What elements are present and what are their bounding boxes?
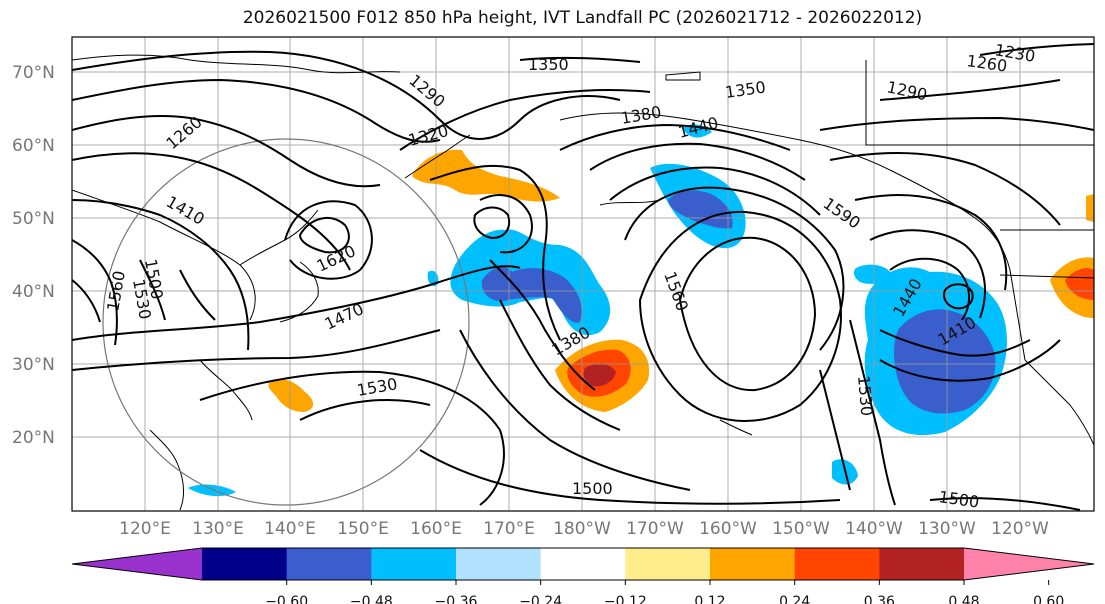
lon-label: 130°E [192,519,244,539]
colorbar-segment [371,548,457,580]
shade-positive-8 [1086,194,1094,222]
lon-label: 160°E [410,519,462,539]
colorbar-segment [625,548,711,580]
latitude-labels: 70°N 60°N 50°N 40°N 30°N 20°N [12,63,55,448]
lat-label: 70°N [12,63,55,83]
colorbar-segment [710,548,796,580]
colorbar-tick-label: −0.36 [435,594,478,604]
lat-label: 20°N [12,428,55,448]
lat-label: 50°N [12,209,55,229]
lon-label: 150°W [772,519,830,539]
colorbar-tick-label: 0.12 [694,594,725,604]
contour-label: 1350 [528,55,569,74]
lon-label: 140°E [264,519,316,539]
colorbar-segment [456,548,542,580]
colorbar-tick-label: 0.48 [948,594,979,604]
lon-label: 140°W [845,519,903,539]
lon-label: 150°E [337,519,389,539]
shade-negative-8 [853,264,892,284]
lon-label: 160°W [699,519,757,539]
colorbar-tick-label: −0.48 [350,594,393,604]
shade-negative-7 [894,309,996,414]
lon-label: 120°E [119,519,171,539]
map-title: 2026021500 F012 850 hPa height, IVT Land… [242,8,923,28]
colorbar-segment [540,548,626,580]
colorbar-extend-max [964,548,1094,580]
map-border [71,36,1095,512]
ivt-shading [188,124,1094,497]
shade-positive-7 [268,379,314,412]
colorbar-segment [202,548,288,580]
colorbar-extend-min [72,548,202,580]
lon-label: 170°W [626,519,684,539]
range-ring [102,138,470,506]
colorbar-segment [286,548,372,580]
colorbar-segment [794,548,880,580]
colorbar-tick-label: 0.36 [864,594,895,604]
lat-label: 40°N [12,282,55,302]
lat-label: 60°N [12,136,55,156]
colorbar-segment [879,548,965,580]
lon-label: 120°W [991,519,1049,539]
shade-positive-6 [1065,268,1094,300]
lon-label: 130°W [918,519,976,539]
contour-label: 1500 [572,479,613,498]
lon-label: 180°W [553,519,611,539]
lon-label: 170°E [483,519,535,539]
height-contours [72,43,1094,511]
colorbar: −0.60 −0.48 −0.36 −0.24 −0.12 0.12 0.24 0.36 0.4… [71,547,1095,604]
colorbar-outline [71,547,1095,581]
shade-negative-9 [188,484,236,497]
colorbar-tick-label: −0.12 [604,594,647,604]
colorbar-tick-label: −0.60 [265,594,308,604]
shade-positive-4 [583,363,616,387]
longitude-labels: 120°E 130°E 140°E 150°E 160°E 170°E 180°… [119,519,1049,539]
colorbar-tick-label: 0.24 [779,594,810,604]
contour-label: 1530 [854,375,876,417]
colorbar-tick-label: 0.60 [1033,594,1064,604]
shade-negative-4 [668,190,733,229]
shade-positive-1 [412,149,560,202]
lat-label: 30°N [12,355,55,375]
shade-negative-2 [481,266,582,323]
colorbar-tick-label: −0.24 [519,594,562,604]
